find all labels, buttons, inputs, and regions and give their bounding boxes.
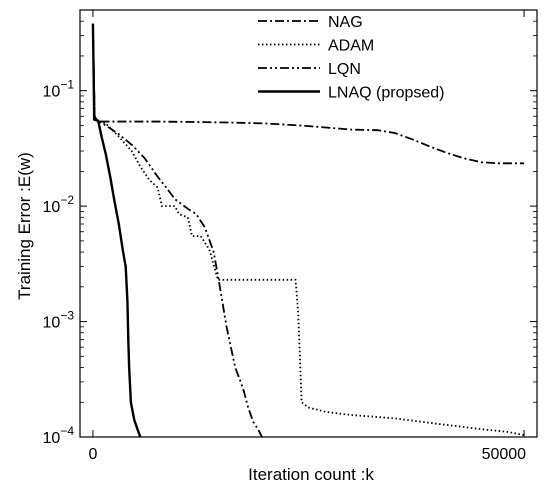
x-axis-label: Iteration count :k <box>248 465 374 484</box>
y-tick-label: 10−4 <box>43 424 75 447</box>
series-line-nag <box>92 23 525 165</box>
legend-entry-label: NAG <box>328 14 363 31</box>
legend: NAG ADAM LQN LNAQ (propsed) <box>258 14 445 102</box>
x-tick-label: 50000 <box>482 446 527 463</box>
y-tick-label: 10−1 <box>43 78 75 101</box>
y-tick-label: 10−2 <box>43 193 75 216</box>
x-tick-label: 0 <box>88 446 97 463</box>
legend-entry-label: ADAM <box>328 38 374 55</box>
y-tick-label: 10−3 <box>43 309 75 332</box>
axis-layer: 10−1 10−2 10−3 10−4 0 50000 <box>43 9 538 463</box>
series-line-lnaq-propsed <box>91 23 142 437</box>
y-axis-label: Training Error :E(w) <box>15 152 34 300</box>
series-line-lqn <box>92 23 263 437</box>
legend-entry-label: LQN <box>328 61 361 78</box>
series-line-adam <box>92 23 525 436</box>
legend-entry-label: LNAQ (propsed) <box>328 85 445 102</box>
series-layer <box>91 23 525 437</box>
plot-frame <box>79 9 538 438</box>
